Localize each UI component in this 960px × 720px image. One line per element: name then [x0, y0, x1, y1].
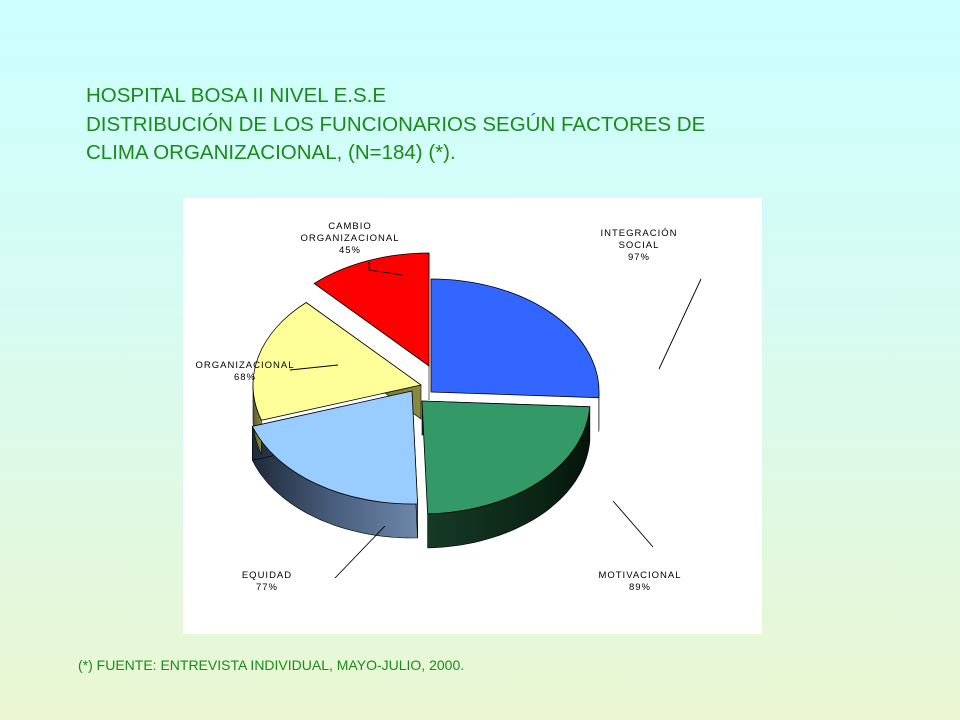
slice-percent-label: 89% — [629, 582, 651, 593]
slice-category-label: ORGANIZACIONAL — [196, 360, 295, 371]
pie-chart-area: INTEGRACIÓN SOCIAL 97% MOTIVACIONAL 89% EQUID… — [183, 198, 762, 634]
pie-slice-1 — [430, 278, 600, 399]
leader-line-4 — [289, 364, 339, 371]
slice-percent-label: 77% — [256, 582, 278, 593]
slice-category-label: ORGANIZACIONAL — [301, 233, 400, 244]
title-line-2: DISTRIBUCIÓN DE LOS FUNCIONARIOS SEGÚN F… — [86, 112, 706, 136]
slice-category-label: EQUIDAD — [242, 570, 292, 581]
leader-line-2 — [612, 500, 654, 548]
title-line-3: CLIMA ORGANIZACIONAL, (N=184) (*). — [86, 141, 456, 164]
leader-line-5 — [368, 262, 403, 276]
chart-title: HOSPITAL BOSA II NIVEL E.S.E DISTRIBUCIÓ… — [86, 82, 926, 168]
slice-category-label: INTEGRACIÓN — [601, 228, 678, 239]
title-line-1: HOSPITAL BOSA II NIVEL E.S.E — [86, 84, 387, 107]
pie-slice-3 — [251, 390, 419, 505]
leader-line-3 — [334, 525, 386, 579]
slice-category-label: SOCIAL — [619, 240, 660, 251]
pie-slice-5 — [313, 252, 430, 367]
source-footnote: (*) FUENTE: ENTREVISTA INDIVIDUAL, MAYO-… — [78, 657, 465, 673]
slice-category-label: CAMBIO — [328, 221, 371, 232]
slice-percent-label: 45% — [339, 245, 361, 256]
pie-slice-4 — [252, 302, 422, 421]
pie-slice-2 — [421, 400, 591, 515]
slice-percent-label: 68% — [234, 372, 256, 383]
slice-percent-label: 97% — [628, 252, 650, 263]
leader-line-1 — [658, 278, 702, 370]
slice-category-label: MOTIVACIONAL — [598, 570, 681, 581]
